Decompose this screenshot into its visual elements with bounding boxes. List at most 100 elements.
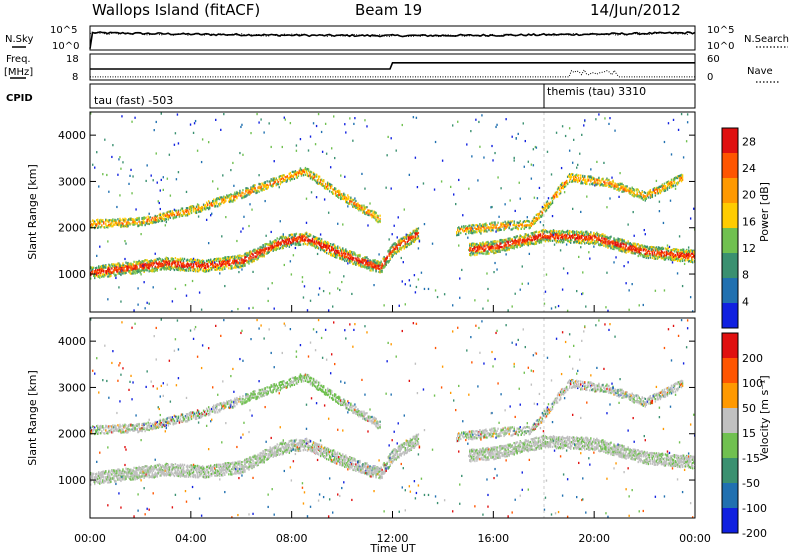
power-cell	[192, 269, 195, 273]
power-cell	[129, 217, 131, 220]
power-cell	[99, 266, 101, 269]
power-cell	[263, 255, 265, 258]
power-cell	[204, 206, 207, 209]
power-cell	[200, 209, 203, 213]
power-cell	[164, 214, 167, 218]
power-cell	[123, 270, 125, 274]
power-cell	[133, 218, 135, 221]
power-cell	[231, 264, 233, 268]
power-cell	[108, 270, 110, 273]
power-cell	[229, 200, 231, 204]
power-cell	[102, 269, 104, 272]
power-cell	[309, 234, 312, 237]
power-cell	[148, 212, 150, 215]
power-cell	[105, 270, 107, 273]
power-cell	[161, 219, 163, 223]
power-cell	[200, 160, 203, 164]
power-cell	[189, 258, 192, 261]
power-cell	[154, 219, 156, 222]
power-cell	[500, 228, 502, 231]
power-cell	[420, 271, 423, 274]
power-cell	[401, 280, 403, 283]
power-cell	[487, 299, 489, 302]
power-cell	[94, 270, 96, 273]
power-cell	[203, 204, 206, 208]
power-cell	[236, 190, 238, 194]
power-cell	[219, 266, 221, 269]
power-cell	[101, 267, 103, 270]
power-cell	[171, 300, 174, 303]
power-cell	[138, 268, 140, 271]
power-cell	[169, 212, 172, 215]
power-cell	[236, 259, 238, 262]
power-cell	[122, 272, 124, 275]
power-cell	[220, 257, 222, 260]
power-cell	[494, 221, 496, 224]
power-cell	[156, 217, 158, 220]
power-cell	[110, 266, 112, 269]
power-cell	[246, 254, 248, 257]
power-cell	[473, 224, 475, 227]
power-cell	[381, 270, 383, 274]
power-cell	[370, 260, 372, 264]
power-cell	[390, 137, 392, 140]
power-cell	[105, 266, 107, 269]
power-cell	[207, 269, 210, 273]
power-cell	[146, 266, 148, 269]
power-cell	[118, 272, 120, 275]
power-cell	[248, 224, 250, 228]
power-cell	[263, 251, 265, 255]
power-cell	[185, 269, 188, 272]
power-cell	[136, 222, 138, 225]
power-cell	[136, 267, 138, 270]
power-cell	[132, 263, 134, 266]
power-cell	[134, 269, 136, 272]
power-cell	[353, 122, 355, 126]
power-cell	[108, 265, 110, 268]
power-cell	[143, 267, 145, 270]
power-cell	[162, 264, 164, 268]
power-cell	[196, 259, 199, 263]
power-cell	[414, 291, 417, 294]
power-cell	[241, 261, 243, 265]
power-cell	[167, 260, 170, 263]
power-cell	[90, 273, 92, 277]
power-cell	[200, 308, 203, 311]
power-cell	[146, 269, 148, 272]
power-cell	[110, 224, 112, 227]
power-cell	[315, 196, 318, 199]
power-cell	[153, 270, 155, 273]
power-cell	[160, 178, 162, 182]
power-cell	[467, 236, 469, 239]
power-cell	[521, 225, 523, 229]
power-cell	[127, 261, 129, 265]
power-cell	[409, 284, 412, 287]
power-cell	[182, 265, 185, 268]
power-cell	[121, 264, 123, 268]
power-cell	[327, 309, 330, 312]
power-cell	[174, 209, 177, 212]
power-cell	[153, 221, 155, 224]
power-cell	[342, 247, 344, 250]
power-cell	[176, 267, 179, 270]
power-cell	[240, 256, 242, 260]
power-cell	[408, 173, 411, 176]
power-cell	[341, 193, 343, 196]
power-cell	[173, 265, 176, 269]
power-cell	[508, 248, 510, 251]
power-cell	[223, 257, 225, 260]
power-cell	[484, 244, 486, 247]
power-cell	[191, 205, 194, 208]
power-cell	[535, 230, 538, 233]
power-cell	[121, 265, 123, 269]
power-cell	[481, 250, 483, 253]
power-cell	[169, 210, 172, 213]
power-cell	[208, 207, 211, 210]
power-cell	[245, 195, 247, 198]
power-cell	[125, 264, 127, 268]
power-cell	[262, 244, 264, 247]
power-cell	[220, 263, 222, 266]
power-cell	[164, 263, 167, 267]
power-cell	[126, 225, 128, 228]
nave-series	[90, 68, 695, 78]
